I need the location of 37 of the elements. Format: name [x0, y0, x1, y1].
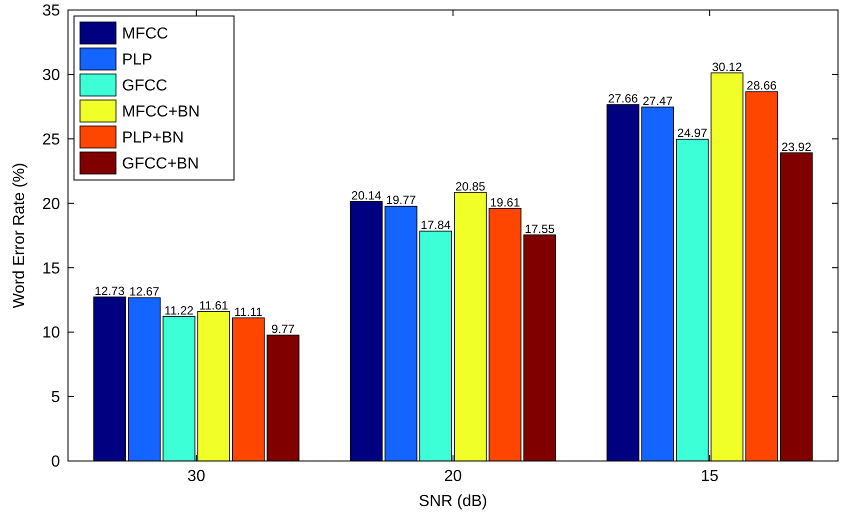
data-label: 24.97 [677, 126, 708, 140]
y-tick-label: 15 [42, 260, 60, 278]
data-label: 19.61 [490, 195, 520, 210]
y-axis-title: Word Error Rate (%) [11, 162, 28, 308]
legend-label: GFCC [122, 78, 168, 95]
data-label: 11.11 [234, 304, 263, 319]
legend-label: GFCC+BN [122, 156, 199, 173]
data-label: 27.47 [642, 94, 673, 108]
data-label: 11.61 [199, 298, 229, 312]
data-label: 20.14 [351, 188, 382, 202]
y-tick-label: 0 [51, 454, 60, 471]
data-label: 19.77 [386, 193, 416, 208]
y-tick-label: 30 [42, 67, 60, 84]
data-label: 12.67 [129, 284, 160, 299]
y-tick-label: 5 [51, 389, 60, 406]
data-label: 28.66 [746, 78, 778, 93]
data-label: 11.22 [164, 303, 194, 318]
y-tick-label: 35 [42, 2, 60, 20]
y-tick-label: 10 [42, 324, 60, 342]
data-label: 9.77 [271, 322, 296, 336]
x-tick-label: 15 [700, 468, 719, 485]
x-tick-label: 20 [444, 468, 462, 485]
legend-label: PLP+BN [122, 130, 184, 147]
data-label: 20.85 [455, 179, 486, 194]
legend-label: PLP [122, 52, 152, 69]
x-tick-label: 30 [187, 468, 206, 485]
legend-label: MFCC [122, 26, 168, 43]
x-axis-title: SNR (dB) [418, 493, 488, 510]
data-label: 12.73 [94, 284, 125, 298]
legend-label: MFCC+BN [122, 104, 200, 121]
data-label: 23.92 [781, 140, 812, 154]
data-label: 30.12 [712, 60, 742, 74]
data-label: 17.84 [420, 218, 451, 232]
data-label: 27.66 [608, 92, 638, 106]
y-tick-label: 20 [42, 196, 60, 213]
data-label: 17.55 [524, 222, 556, 236]
y-tick-label: 25 [42, 131, 60, 148]
